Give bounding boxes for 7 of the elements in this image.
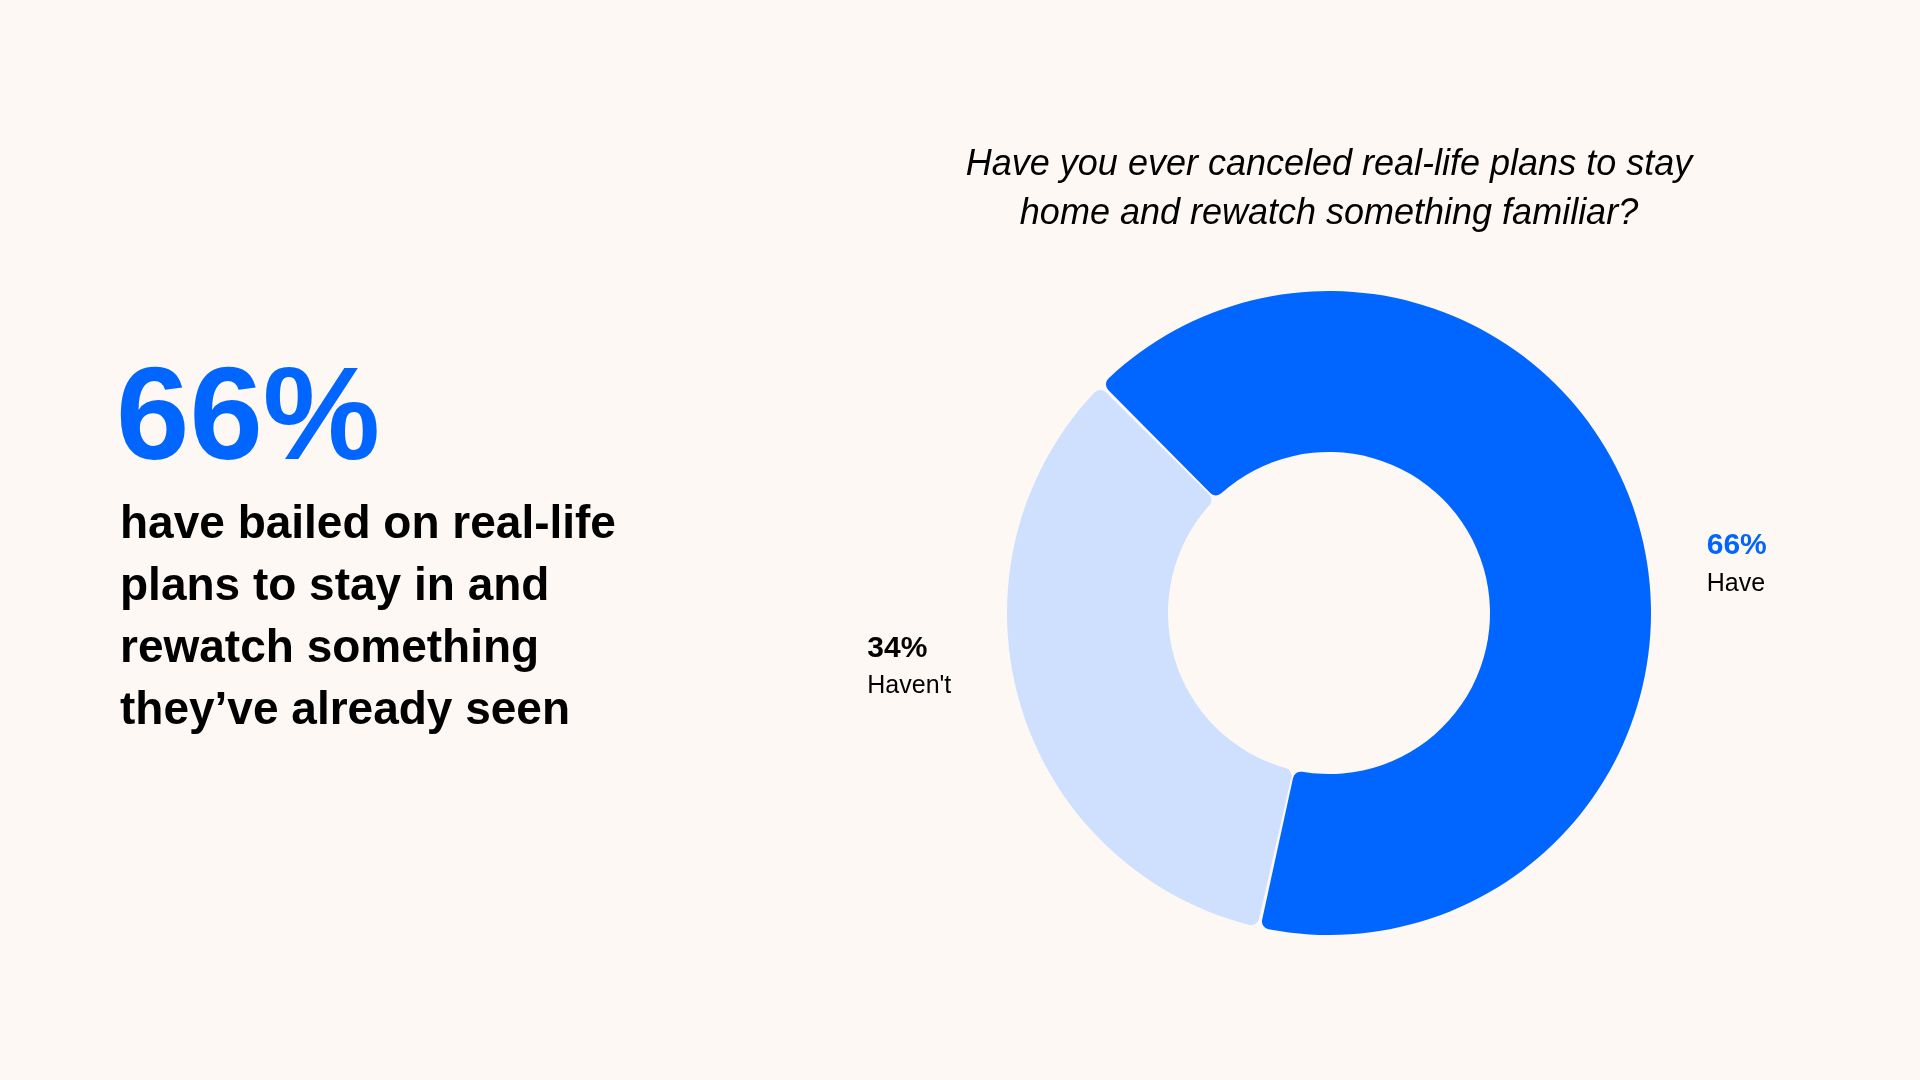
data-label: 66% [1706,527,1767,561]
chart-title: Have you ever canceled real-life plans to stay home and rewatch something familiar? [964,141,1695,234]
text: 66% [116,340,381,487]
data-label: 34% [867,629,928,663]
slice-label: Have [1706,567,1766,596]
slice-label: Haven't [867,670,952,699]
text: have bailed on real-life plans to stay in and rewatch something they’ve already seen [120,495,617,736]
